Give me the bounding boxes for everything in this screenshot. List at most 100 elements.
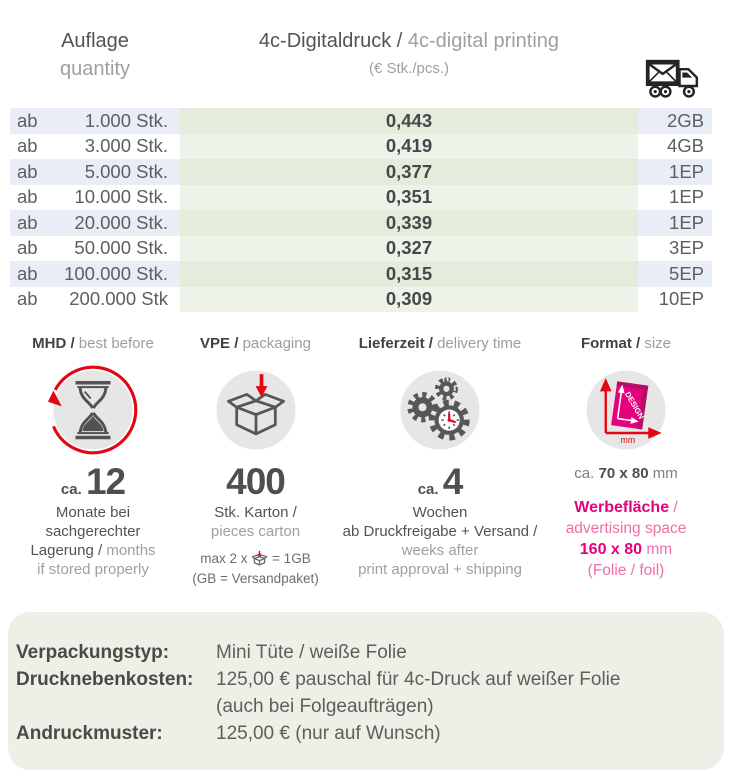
delivery-title-en: delivery time [437, 335, 522, 352]
vpe-value: 400 [226, 461, 286, 502]
mhd-title-de: MHD / [32, 335, 79, 352]
row-quantity: 5.000 Stk. [84, 160, 168, 182]
row-price: 0,419 [180, 133, 638, 159]
price-table: ab 1.000 Stk. 0,443 2GB ab 3.000 Stk. 0,41… [10, 108, 712, 312]
ad-material: (Folie / foil) [587, 562, 665, 579]
mhd-value: 12 [85, 461, 126, 502]
row-prefix: ab [17, 288, 38, 310]
table-row: ab 200.000 Stk 0,309 10EP [10, 286, 712, 312]
delivery-line1: Wochen [412, 504, 468, 521]
delivery-line3: weeks after [401, 542, 479, 559]
quantity-column-header: Auflage quantity [10, 27, 180, 83]
row-price: 0,377 [180, 159, 638, 185]
feature-best-before: MHD / best before ca. 12 Monate bei sach… [10, 335, 176, 579]
table-row: ab 100.000 Stk. 0,315 5EP [10, 261, 712, 287]
gears-clock-icon [394, 364, 486, 456]
row-quantity: 50.000 Stk. [74, 237, 168, 259]
row-shipping: 5EP [638, 261, 712, 287]
row-quantity: 10.000 Stk. [74, 186, 168, 208]
size-ca: ca. [574, 465, 599, 482]
delivery-line2: ab Druckfreigabe + Versand / [342, 523, 538, 540]
mhd-line1: Monate bei [55, 504, 131, 521]
row-quantity: 200.000 Stk [69, 288, 168, 310]
row-price: 0,327 [180, 235, 638, 261]
ad-size-unit: mm [642, 541, 673, 558]
row-quantity: 100.000 Stk. [64, 262, 168, 284]
row-prefix: ab [17, 262, 38, 284]
mini-box-icon [251, 550, 268, 570]
price-unit-label: (€ Stk./pcs.) [368, 60, 450, 77]
row-quantity: 3.000 Stk. [84, 135, 168, 157]
packaging-type-label: Verpackungstyp: [16, 642, 170, 663]
row-price: 0,443 [180, 108, 638, 134]
print-costs-value-line1: 125,00 € pauschal für 4c-Druck auf weiße… [216, 669, 621, 690]
ad-space-de: Werbefläche [574, 499, 670, 516]
product-title-en: 4c-digital printing [407, 30, 560, 52]
row-prefix: ab [17, 160, 38, 182]
row-prefix: ab [17, 135, 38, 157]
row-shipping: 2GB [638, 108, 712, 134]
price-column-header: 4c-Digitaldruck / 4c-digital printing (€… [180, 27, 638, 77]
mhd-line4: if stored properly [37, 561, 149, 578]
feature-format-size: Format / size DESIGN [540, 335, 712, 581]
table-row: ab 3.000 Stk. 0,419 4GB [10, 133, 712, 159]
row-shipping: 3EP [669, 237, 704, 259]
row-prefix: ab [17, 237, 38, 259]
advertising-space-block: Werbefläche / advertising space 160 x 80… [540, 497, 712, 581]
row-prefix: ab [17, 211, 38, 233]
row-price: 0,309 [180, 286, 638, 312]
size-value: 70 x 80 [598, 465, 649, 482]
size-dimensions-icon: DESIGN mm [580, 364, 672, 456]
print-costs-label: Drucknebenkosten: [16, 669, 194, 690]
format-title-en: size [644, 335, 672, 352]
row-shipping: 4GB [666, 135, 704, 157]
row-quantity: 20.000 Stk. [74, 211, 168, 233]
table-row: ab 20.000 Stk. 0,339 1EP [10, 210, 712, 236]
proof-sample-label: Andruckmuster: [16, 723, 163, 744]
mail-truck-icon [644, 57, 702, 103]
mhd-title-en: best before [78, 335, 154, 352]
row-quantity: 1.000 Stk. [84, 109, 168, 131]
row-shipping: 10EP [658, 288, 704, 310]
product-title-de: 4c-Digitaldruck / [258, 30, 408, 52]
row-price: 0,351 [180, 184, 638, 210]
print-costs-value-line2: (auch bei Folgeaufträgen) [216, 696, 434, 717]
table-row: ab 10.000 Stk. 0,351 1EP [10, 184, 712, 210]
delivery-line4: print approval + shipping [358, 561, 522, 578]
hourglass-icon [47, 364, 139, 456]
quantity-header-en: quantity [59, 58, 131, 80]
vpe-note1-pre: max 2 x [200, 551, 252, 566]
packaging-type-value: Mini Tüte / weiße Folie [216, 642, 407, 663]
ad-space-en: advertising space [565, 520, 687, 537]
vpe-line1: Stk. Karton / [214, 504, 297, 521]
table-row: ab 1.000 Stk. 0,443 2GB [10, 108, 712, 134]
vpe-title-en: packaging [242, 335, 311, 352]
delivery-value: 4 [442, 461, 464, 502]
delivery-title-de: Lieferzeit / [358, 335, 438, 352]
feature-delivery-time: Lieferzeit / delivery time [341, 335, 539, 579]
row-price: 0,315 [180, 261, 638, 287]
row-prefix: ab [17, 186, 38, 208]
ad-size-value: 160 x 80 [579, 541, 643, 558]
row-prefix: ab [17, 109, 38, 131]
mm-label: mm [621, 435, 636, 445]
quantity-header-de: Auflage [61, 30, 129, 52]
vpe-note2: (GB = Versandpaket) [192, 571, 319, 586]
feature-packaging: VPE / packaging 400 Stk. Karton / pieces… [178, 335, 333, 587]
table-row: ab 5.000 Stk. 0,377 1EP [10, 159, 712, 185]
row-price: 0,339 [180, 210, 638, 236]
delivery-ca-label: ca. [417, 481, 443, 498]
vpe-line2: pieces carton [210, 523, 301, 540]
carton-box-icon [210, 364, 302, 456]
table-row: ab 50.000 Stk. 0,327 3EP [10, 235, 712, 261]
row-shipping: 1EP [638, 159, 712, 185]
vpe-note1-post: = 1GB [268, 551, 311, 566]
size-unit: mm [648, 465, 678, 482]
mhd-ca-label: ca. [60, 481, 86, 498]
row-shipping: 1EP [638, 210, 712, 236]
vpe-title-de: VPE / [200, 335, 243, 352]
mhd-line2: sachgerechter [45, 523, 141, 540]
format-title-de: Format / [580, 335, 645, 352]
proof-sample-value: 125,00 € (nur auf Wunsch) [216, 723, 441, 744]
